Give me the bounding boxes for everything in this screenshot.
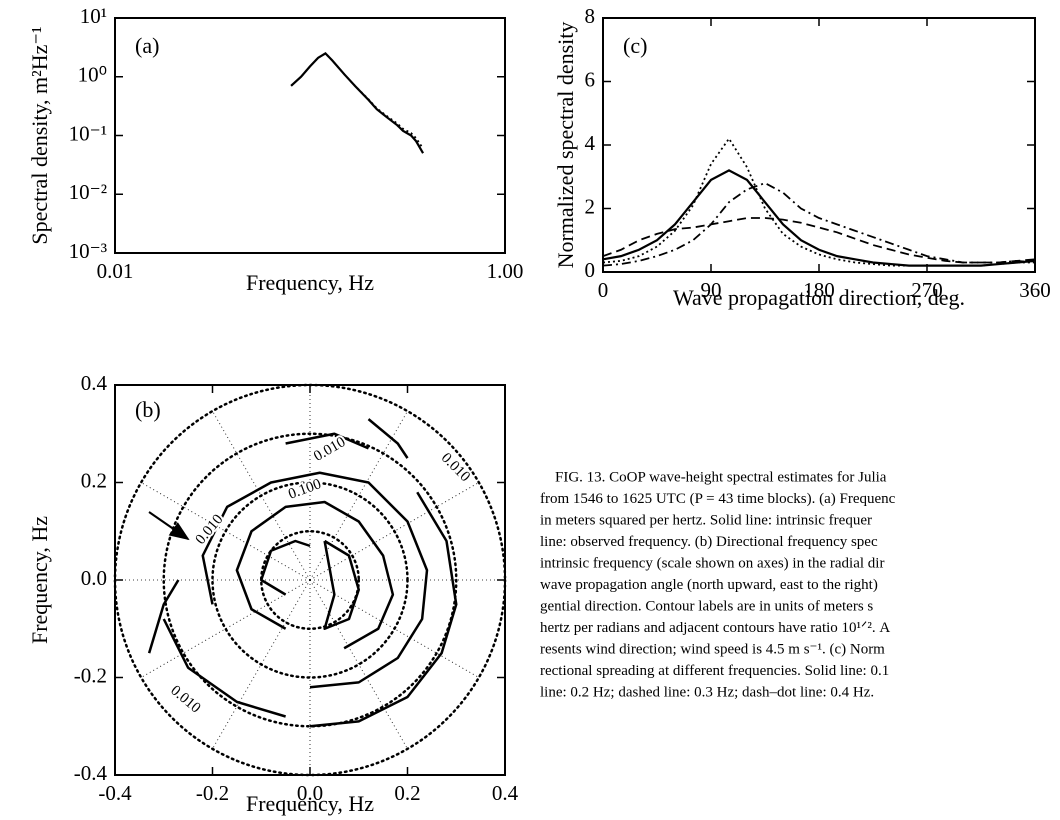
x-tick-label: 0.4 — [492, 781, 519, 805]
contour — [147, 579, 180, 654]
contour-label: 0.010 — [311, 434, 348, 465]
caption-line: gential direction. Contour labels are in… — [540, 598, 873, 614]
plot-frame — [114, 17, 506, 254]
x-tick-label: 0 — [598, 278, 609, 302]
caption-line: line: observed frequency. (b) Directiona… — [540, 534, 878, 550]
x-tick-label: 0.01 — [97, 259, 134, 283]
x-tick-label: -0.4 — [98, 781, 132, 805]
wind-arrow — [148, 511, 190, 541]
y-tick-label: 10⁻³ — [69, 239, 107, 263]
x-axis-label: Frequency, Hz — [246, 270, 374, 295]
y-tick-label: 0 — [585, 258, 596, 282]
spoke-grid — [212, 410, 311, 581]
caption-line: line: 0.2 Hz; dashed line: 0.3 Hz; dash–… — [540, 684, 874, 700]
spoke-grid — [309, 482, 480, 581]
series-line — [290, 51, 425, 154]
series-line — [602, 217, 1036, 264]
x-tick-label: 0.0 — [297, 781, 323, 805]
spoke-grid — [309, 579, 408, 750]
y-tick-label: -0.4 — [74, 761, 108, 785]
y-tick-label: 0.2 — [81, 468, 107, 492]
caption-line: in meters squared per hertz. Solid line:… — [540, 512, 872, 528]
y-tick-label: 0.4 — [81, 371, 108, 395]
series-line — [290, 52, 424, 150]
contour — [309, 491, 458, 728]
contour-label: 0.010 — [167, 683, 203, 717]
y-tick-label: 8 — [585, 4, 596, 28]
y-tick-label: 10⁰ — [78, 63, 107, 87]
contour-label: 0.100 — [286, 476, 323, 503]
x-tick-label: 0.2 — [394, 781, 420, 805]
y-tick-label: 10¹ — [80, 4, 107, 28]
y-tick-label: 10⁻¹ — [69, 121, 107, 145]
y-axis-label: Normalized spectral density — [553, 22, 578, 269]
y-tick-label: 2 — [585, 194, 596, 218]
x-axis-label: Wave propagation direction, deg. — [673, 285, 965, 310]
x-tick-label: 1.00 — [487, 259, 524, 283]
contour — [235, 500, 395, 650]
caption-line: FIG. 13. CoOP wave-height spectral estim… — [555, 469, 887, 485]
x-tick-label: 360 — [1019, 278, 1051, 302]
x-tick-label: 90 — [701, 278, 722, 302]
y-tick-label: -0.2 — [74, 663, 107, 687]
caption-line: from 1546 to 1625 UTC (P = 43 time block… — [540, 491, 896, 507]
panel-label: (c) — [623, 33, 647, 58]
caption-line: hertz per radians and adjacent contours … — [540, 620, 890, 636]
caption-line: rectional spreading at different frequen… — [540, 663, 889, 679]
plot-frame — [602, 17, 1036, 273]
panel-label: (b) — [135, 397, 161, 422]
spoke-grid — [309, 579, 480, 678]
contour — [162, 618, 286, 718]
x-tick-label: 180 — [803, 278, 835, 302]
x-tick-label: -0.2 — [196, 781, 229, 805]
spoke-grid — [212, 579, 311, 750]
panel-label: (a) — [135, 33, 159, 58]
x-axis-label: Frequency, Hz — [246, 791, 374, 816]
y-tick-label: 10⁻² — [69, 180, 107, 204]
spoke-grid — [140, 482, 311, 581]
y-tick-label: 6 — [585, 67, 596, 91]
caption-line: intrinsic frequency (scale shown on axes… — [540, 555, 884, 571]
caption-line: resents wind direction; wind speed is 4.… — [540, 641, 885, 657]
y-axis-label: Spectral density, m²Hz⁻¹ — [27, 26, 52, 244]
y-axis-label: Frequency, Hz — [27, 516, 52, 644]
contour — [260, 539, 311, 596]
x-tick-label: 270 — [911, 278, 943, 302]
series-line — [602, 137, 1035, 267]
contour — [201, 471, 429, 689]
ring-grid — [211, 481, 409, 679]
y-tick-label: 0.0 — [81, 566, 107, 590]
y-tick-label: 4 — [585, 131, 596, 155]
caption-line: wave propagation angle (north upward, ea… — [540, 577, 878, 593]
series-line — [602, 182, 1036, 267]
ring-grid — [162, 432, 458, 728]
contour — [285, 432, 369, 450]
contour — [323, 539, 360, 630]
contour-label: 0.010 — [438, 450, 473, 485]
contour — [367, 418, 409, 459]
spoke-grid — [140, 579, 311, 678]
